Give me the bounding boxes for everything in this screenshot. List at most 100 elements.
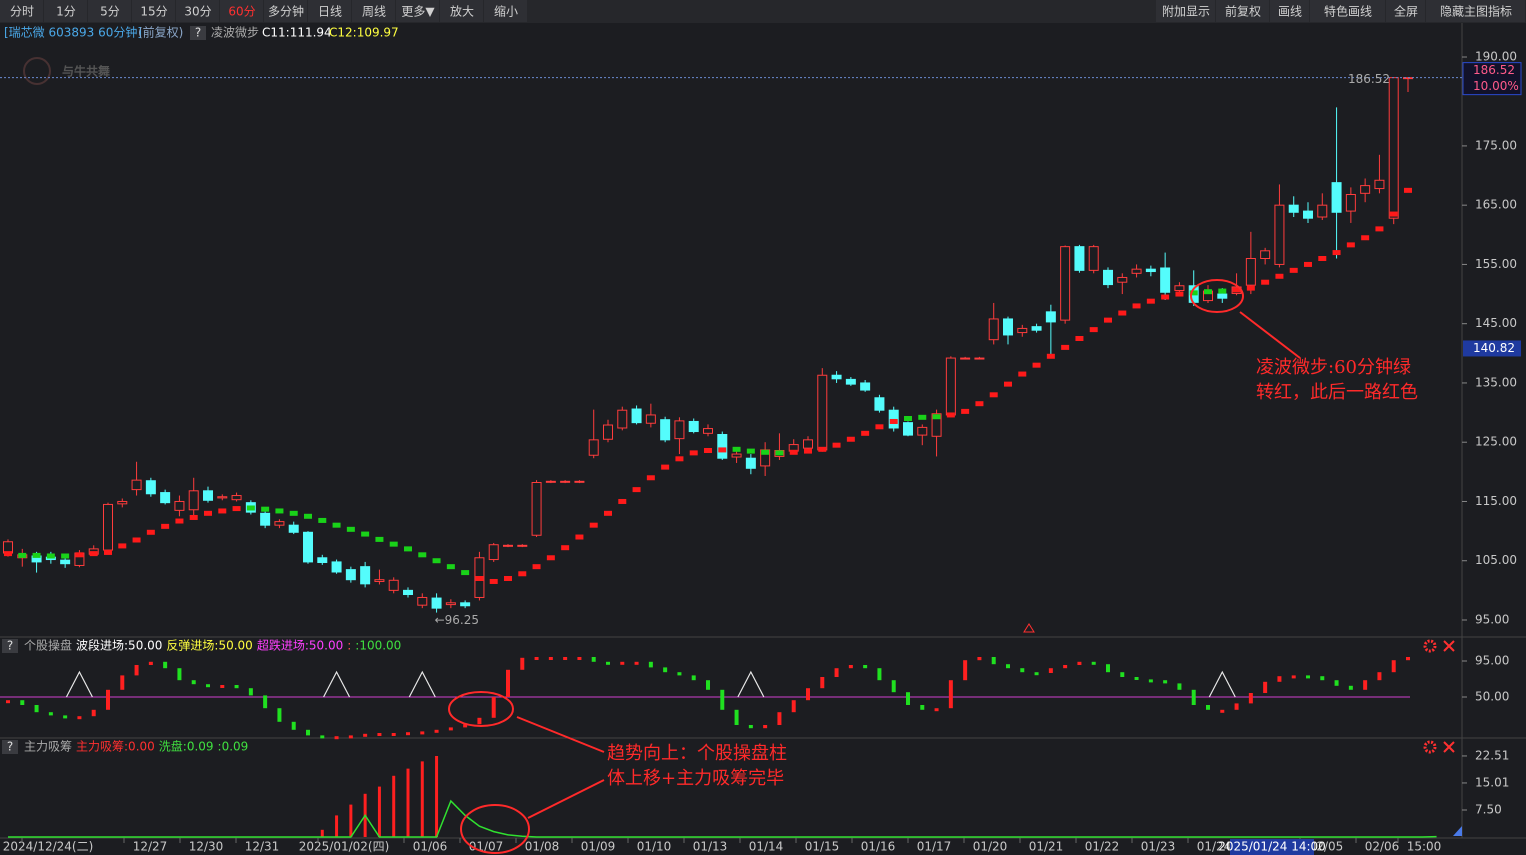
toolbar-button-bg[interactable] xyxy=(176,0,219,22)
candle-body xyxy=(1117,276,1128,283)
toolbar-button-bg[interactable] xyxy=(132,0,175,22)
panel-title: 主力吸筹 xyxy=(24,740,72,754)
legend-item: : xyxy=(347,639,351,653)
close-icon[interactable] xyxy=(1443,640,1455,652)
price-box xyxy=(1462,62,1522,96)
y-tick-label: 145.00 xyxy=(1475,316,1517,330)
toolbar-button[interactable]: 5分 xyxy=(100,5,120,19)
y-tick-label: 155.00 xyxy=(1475,257,1517,271)
y-tick-label: 125.00 xyxy=(1475,435,1517,449)
toolbar-button[interactable]: 分时 xyxy=(10,5,34,19)
candle-body xyxy=(260,512,271,526)
toolbar-button-bg[interactable] xyxy=(0,0,43,22)
annotation-arrow xyxy=(527,779,605,819)
candle-body xyxy=(217,496,228,499)
price-label: 186.52 xyxy=(1348,72,1390,86)
panel-title: 个股操盘 xyxy=(24,638,72,653)
x-tick-label: 01/08 xyxy=(525,840,560,854)
candle-body xyxy=(303,531,313,563)
candle-body xyxy=(431,597,442,609)
toolbar-button-bg[interactable] xyxy=(352,0,395,22)
help[interactable]: ? xyxy=(7,740,13,754)
candle-body xyxy=(945,357,956,416)
toolbar-button-bg[interactable] xyxy=(440,0,483,22)
x-tick-label: 2025/01/02(四) xyxy=(299,840,390,854)
toolbar-button[interactable]: 多分钟 xyxy=(268,4,304,19)
toolbar-button[interactable]: 隐藏主图指标 xyxy=(1440,4,1512,19)
toolbar-button[interactable]: 周线 xyxy=(362,5,386,19)
toolbar-button-bg[interactable] xyxy=(1156,0,1215,22)
help[interactable]: ? xyxy=(7,639,13,653)
candle-body xyxy=(1303,210,1313,219)
help[interactable]: ? xyxy=(195,26,201,40)
toolbar-button-bg[interactable] xyxy=(220,0,263,22)
y-tick-label: 175.00 xyxy=(1475,138,1517,152)
washout-line xyxy=(8,799,1437,838)
x-tick-label: 01/22 xyxy=(1085,840,1120,854)
toolbar-button[interactable]: 特色画线 xyxy=(1324,4,1372,19)
toolbar-button[interactable]: 30分 xyxy=(184,5,211,19)
toolbar-button-bg[interactable] xyxy=(308,0,351,22)
toolbar-button-bg[interactable] xyxy=(484,0,527,22)
toolbar-button-bg[interactable] xyxy=(1270,0,1309,22)
candle-body xyxy=(974,357,985,360)
toolbar-button[interactable]: 放大 xyxy=(450,4,474,19)
toolbar-button[interactable]: 1分 xyxy=(56,5,76,19)
toolbar-button-bg[interactable] xyxy=(264,0,307,22)
toolbar-button-bg[interactable] xyxy=(1426,0,1525,22)
toolbar-button-bg[interactable] xyxy=(44,0,87,22)
candle-body xyxy=(1274,204,1285,265)
toolbar-button[interactable]: 画线 xyxy=(1278,5,1302,19)
candle-body xyxy=(545,480,556,483)
candle-body xyxy=(988,318,999,341)
candle-body xyxy=(360,566,371,585)
toolbar-button-bg[interactable] xyxy=(1216,0,1269,22)
candle-body xyxy=(417,596,428,606)
toolbar-button-bg[interactable] xyxy=(88,0,131,22)
settings-icon[interactable] xyxy=(1423,740,1437,754)
candle-body xyxy=(617,409,628,429)
candle-body xyxy=(560,480,571,483)
y-tick-label: 22.51 xyxy=(1475,748,1509,762)
toolbar-button[interactable]: 15分 xyxy=(140,5,167,19)
candle-body xyxy=(1074,246,1085,271)
candle-body xyxy=(117,500,128,505)
x-tick-label: 01/23 xyxy=(1141,840,1176,854)
toolbar-button[interactable]: 60分 xyxy=(228,5,255,19)
help-box[interactable] xyxy=(2,740,18,754)
settings-icon[interactable] xyxy=(1423,639,1437,653)
legend-item: 反弹进场:50.00 xyxy=(166,639,252,653)
candle-body xyxy=(1345,194,1356,212)
y-tick-label: 105.00 xyxy=(1475,553,1517,567)
candle-body xyxy=(317,557,328,564)
toolbar-button[interactable]: 日线 xyxy=(318,5,342,19)
legend-item: 主力吸筹:0.00 xyxy=(76,740,155,754)
candle-body xyxy=(1288,204,1299,213)
candle-body xyxy=(203,490,213,501)
x-tick-label: 15:00 xyxy=(1407,840,1442,854)
close-icon[interactable] xyxy=(1443,741,1455,753)
cursor-box xyxy=(1463,340,1521,357)
y-tick-label: 95.00 xyxy=(1475,654,1509,668)
y-tick-label: 165.00 xyxy=(1475,198,1517,212)
candle-body xyxy=(345,569,356,581)
annotation-circle xyxy=(448,691,514,727)
candle-body xyxy=(388,579,399,591)
toolbar-button[interactable]: 附加显示 xyxy=(1162,5,1210,19)
candle-body xyxy=(1374,179,1385,190)
toolbar-button[interactable]: 全屏 xyxy=(1394,4,1418,19)
help-box[interactable] xyxy=(2,639,18,653)
toolbar-button[interactable]: 更多▼ xyxy=(401,5,435,19)
toolbar-button-bg[interactable] xyxy=(1386,0,1425,22)
candle-body xyxy=(374,579,385,582)
toolbar-button-bg[interactable] xyxy=(1310,0,1385,22)
toolbar-button[interactable]: 缩小 xyxy=(494,4,518,19)
candle-body xyxy=(160,492,171,504)
watermark: 与牛共舞 xyxy=(62,64,110,79)
toolbar-button-bg[interactable] xyxy=(396,0,439,22)
toolbar-button[interactable]: 前复权 xyxy=(1225,4,1261,19)
help-box[interactable] xyxy=(190,26,206,40)
adjust-mode: (前复权) xyxy=(138,25,183,40)
